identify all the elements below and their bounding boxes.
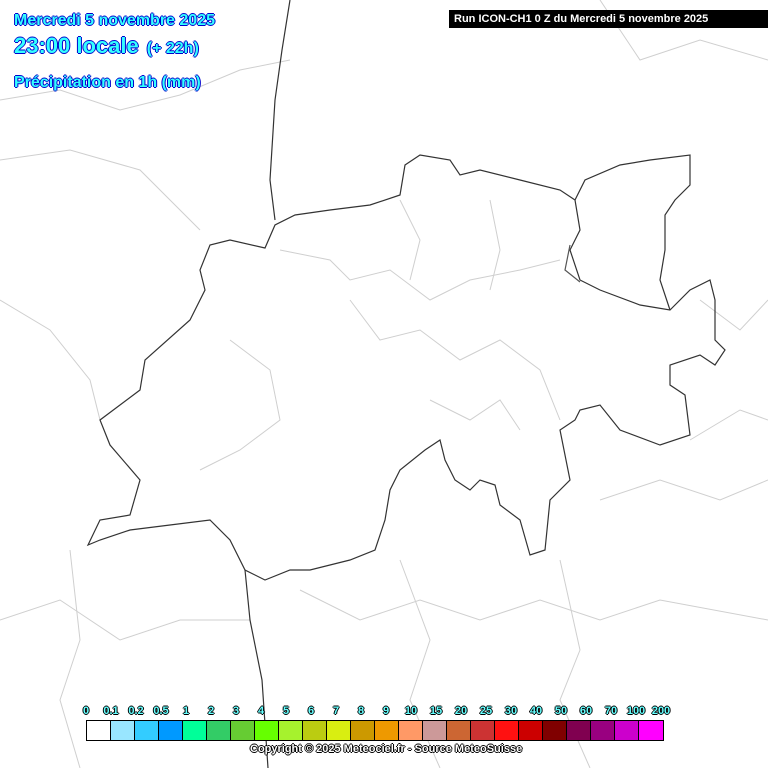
legend-swatch	[207, 721, 231, 740]
legend-label: 0.5	[153, 705, 169, 717]
legend-swatch	[231, 721, 255, 740]
legend-swatch	[351, 721, 375, 740]
legend-label: 8	[357, 705, 365, 717]
legend-label: 2	[207, 705, 215, 717]
legend-label: 15	[429, 705, 443, 717]
legend-swatch	[567, 721, 591, 740]
legend-swatch	[591, 721, 615, 740]
legend-swatch	[639, 721, 663, 740]
forecast-lead-time: (+ 22h)	[146, 40, 199, 57]
legend-label: 6	[307, 705, 315, 717]
legend-label: 0.2	[128, 705, 144, 717]
legend-label: 200	[651, 705, 671, 717]
legend-label: 25	[479, 705, 493, 717]
legend-label: 5	[282, 705, 290, 717]
country-borders	[86, 0, 726, 768]
parameter-title: Précipitation en 1h (mm)	[14, 74, 201, 91]
legend-label: 60	[579, 705, 593, 717]
legend-swatch	[399, 721, 423, 740]
copyright: Copyright © 2025 Meteociel.fr - Source M…	[250, 743, 523, 755]
legend-label: 70	[604, 705, 618, 717]
legend-label: 9	[382, 705, 390, 717]
legend-label: 20	[454, 705, 468, 717]
legend-label: 10	[404, 705, 418, 717]
legend-swatch	[375, 721, 399, 740]
legend-swatch	[279, 721, 303, 740]
legend-label: 3	[232, 705, 240, 717]
legend-label: 1	[182, 705, 190, 717]
legend-label: 50	[554, 705, 568, 717]
legend-label: 4	[257, 705, 265, 717]
switzerland-border	[86, 154, 726, 581]
legend-label: 0	[82, 705, 90, 717]
legend-label: 40	[529, 705, 543, 717]
forecast-local-time: 23:00 locale	[14, 33, 139, 58]
forecast-date: Mercredi 5 novembre 2025	[14, 12, 215, 29]
legend-label: 0.1	[103, 705, 119, 717]
legend-swatch	[615, 721, 639, 740]
legend-swatch	[471, 721, 495, 740]
legend-swatch	[255, 721, 279, 740]
legend-label: 30	[504, 705, 518, 717]
legend-label: 7	[332, 705, 340, 717]
legend-swatch	[447, 721, 471, 740]
legend-swatch	[87, 721, 111, 740]
forecast-time: 23:00 locale (+ 22h)	[14, 33, 199, 59]
legend-swatch	[495, 721, 519, 740]
legend-swatch	[135, 721, 159, 740]
legend-swatch	[519, 721, 543, 740]
legend-swatch	[111, 721, 135, 740]
color-legend	[86, 720, 664, 741]
legend-swatch	[303, 721, 327, 740]
model-run-label: Run ICON-CH1 0 Z du Mercredi 5 novembre …	[449, 10, 768, 28]
legend-swatch	[159, 721, 183, 740]
legend-swatch	[327, 721, 351, 740]
legend-labels: 0 0.1 0.2 0.5 1 2 3 4 5 6 7 8 9 10 15 20 25 30 40 50 60 70 100…	[74, 705, 698, 719]
legend-swatch	[543, 721, 567, 740]
legend-label: 100	[626, 705, 646, 717]
legend-swatch	[183, 721, 207, 740]
legend-swatch	[423, 721, 447, 740]
